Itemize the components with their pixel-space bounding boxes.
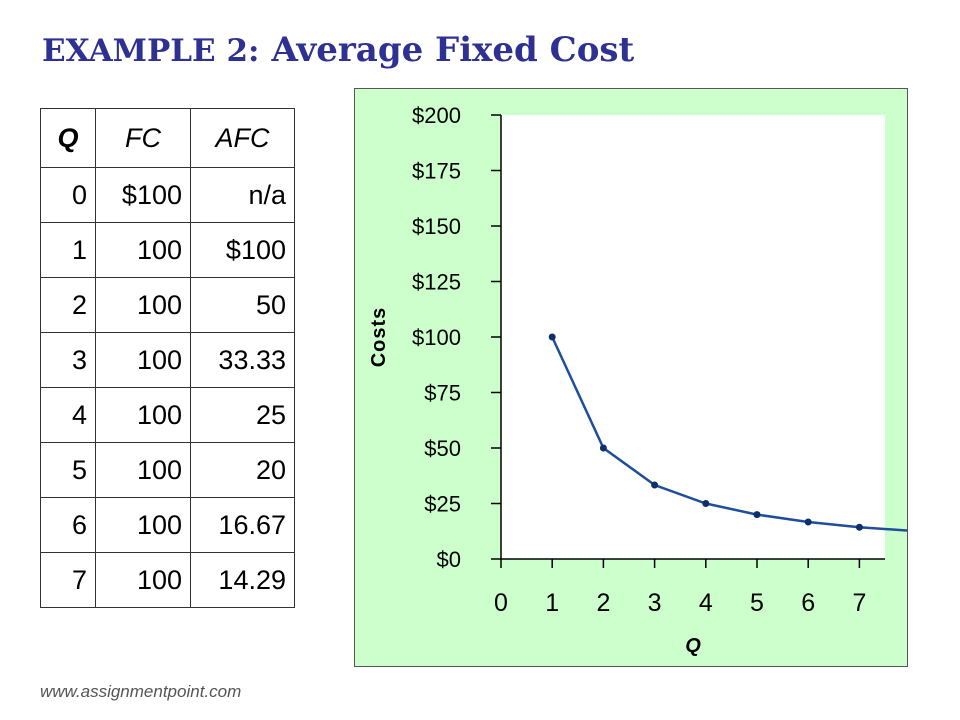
table-row: 7 100 14.29: [40, 552, 295, 608]
x-tick-label: 7: [852, 589, 866, 617]
cell-q: 2: [40, 277, 96, 333]
cell-fc: 100: [95, 222, 191, 278]
data-point: [855, 523, 863, 531]
cell-afc: 20: [190, 442, 295, 498]
cell-q: 1: [40, 222, 96, 278]
y-tick-label: $175: [412, 159, 461, 184]
data-point: [548, 333, 556, 341]
data-point: [753, 511, 761, 519]
header-fc: FC: [95, 108, 191, 168]
afc-points: [548, 333, 863, 531]
page-title: EXAMPLE 2: Average Fixed Cost: [42, 30, 634, 70]
x-tick-label: 1: [545, 589, 559, 617]
afc-series-line: [551, 336, 908, 532]
y-tick-label: $200: [412, 103, 461, 128]
cell-q: 0: [40, 167, 96, 223]
y-axis: $0 $25 $50 $75 $100 $125 $150 $175 $200: [412, 103, 501, 572]
cell-q: 4: [40, 387, 96, 443]
cell-q: 5: [40, 442, 96, 498]
y-axis-label: Costs: [368, 307, 390, 368]
cell-fc: 100: [95, 332, 191, 388]
x-tick-label: 4: [699, 589, 713, 617]
header-q: Q: [40, 108, 96, 168]
cell-q: 6: [40, 497, 96, 553]
cell-q: 7: [40, 552, 96, 608]
x-tick-label: 5: [750, 589, 764, 617]
table-row: 5 100 20: [40, 442, 295, 498]
table-row: 0 $100 n/a: [40, 167, 295, 223]
afc-chart: $0 $25 $50 $75 $100 $125 $150 $175 $200 0 1 2 3 4 5 6 7…: [354, 88, 908, 667]
y-tick-label: $25: [424, 492, 461, 517]
cell-fc: 100: [95, 277, 191, 333]
cell-fc: 100: [95, 552, 191, 608]
cell-afc: 16.67: [190, 497, 295, 553]
title-main: Average Fixed Cost: [271, 30, 635, 70]
y-tick-label: $150: [412, 214, 461, 239]
header-afc: AFC: [190, 108, 295, 168]
cell-afc: $100: [190, 222, 295, 278]
y-tick-label: $50: [424, 436, 461, 461]
x-tick-label: 6: [801, 589, 815, 617]
x-axis: 0 1 2 3 4 5 6 7: [494, 559, 866, 617]
cell-afc: n/a: [190, 167, 295, 223]
x-tick-label: 2: [596, 589, 610, 617]
y-tick-label: $100: [412, 325, 461, 350]
table-row: 2 100 50: [40, 277, 295, 333]
table-header-row: Q FC AFC: [40, 108, 295, 168]
cell-fc: 100: [95, 497, 191, 553]
y-tick-label: $125: [412, 270, 461, 295]
cell-afc: 33.33: [190, 332, 295, 388]
cell-q: 3: [40, 332, 96, 388]
table-row: 6 100 16.67: [40, 497, 295, 553]
x-tick-label: 0: [494, 589, 508, 617]
title-prefix: EXAMPLE 2:: [42, 33, 260, 69]
afc-chart-svg: $0 $25 $50 $75 $100 $125 $150 $175 $200 0 1 2 3 4 5 6 7…: [368, 103, 908, 657]
cell-fc: 100: [95, 387, 191, 443]
table-row: 1 100 $100: [40, 222, 295, 278]
x-tick-label: 3: [648, 589, 662, 617]
data-point: [702, 500, 710, 507]
cell-afc: 14.29: [190, 552, 295, 608]
data-point: [599, 444, 607, 452]
cell-afc: 50: [190, 277, 295, 333]
y-tick-label: $75: [424, 381, 461, 406]
cell-fc: 100: [95, 442, 191, 498]
table-row: 3 100 33.33: [40, 332, 295, 388]
data-point: [804, 518, 812, 526]
plot-area: [501, 115, 885, 559]
x-axis-label: Q: [685, 635, 701, 657]
cell-afc: 25: [190, 387, 295, 443]
table-row: 4 100 25: [40, 387, 295, 443]
cost-table: Q FC AFC 0 $100 n/a 1 100 $100 2 100 50 3 100 33…: [40, 108, 295, 608]
cell-fc: $100: [95, 167, 191, 223]
footer-url: www.assignmentpoint.com: [40, 682, 242, 701]
data-point: [651, 481, 659, 489]
y-tick-label: $0: [437, 547, 461, 572]
